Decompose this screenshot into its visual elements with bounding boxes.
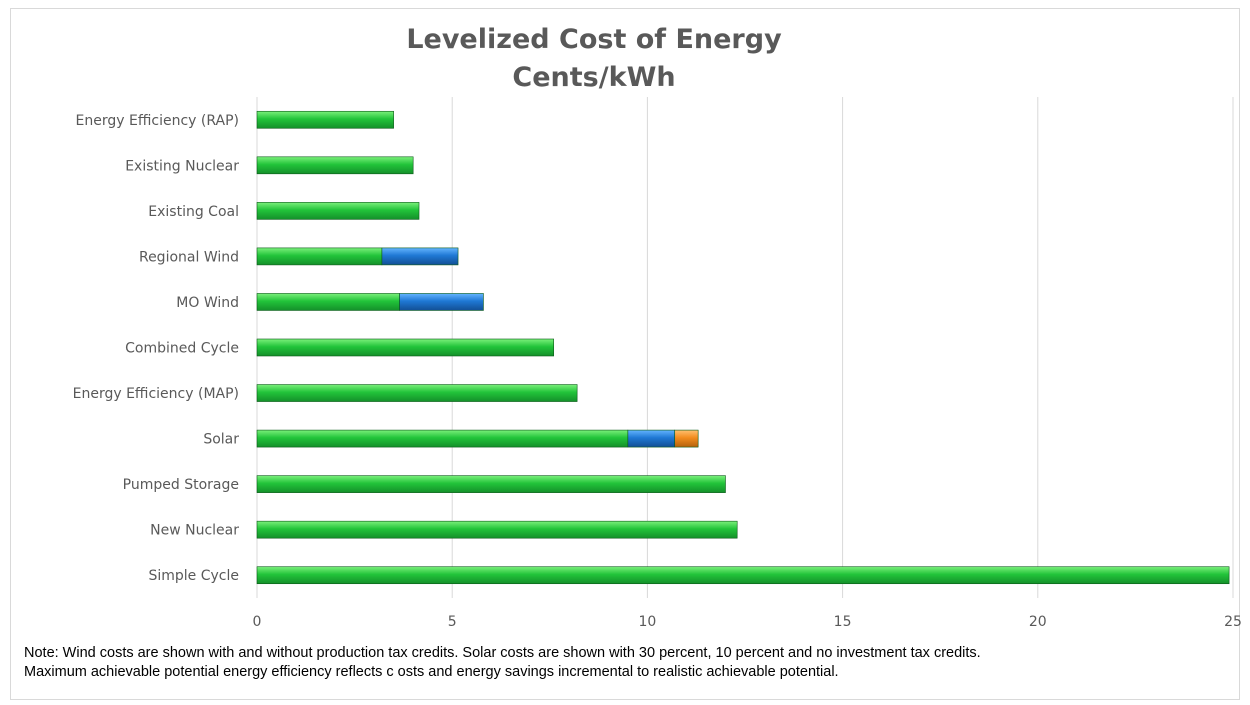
x-tick-label: 5 (448, 614, 457, 630)
footnote-line-2: Maximum achievable potential energy effi… (24, 664, 839, 680)
bars (256, 110, 1230, 585)
x-tick-label: 10 (638, 614, 656, 630)
bar-segment (256, 475, 726, 493)
gridlines (256, 97, 1234, 598)
bar-segment (674, 429, 699, 448)
bar-segment (256, 429, 629, 448)
category-label: Regional Wind (139, 249, 239, 265)
category-label: Energy Efficiency (RAP) (76, 113, 239, 129)
x-tick-label: 25 (1224, 614, 1242, 630)
category-label: MO Wind (176, 295, 239, 311)
bar-segment (399, 293, 484, 311)
category-label: Simple Cycle (148, 568, 239, 584)
chart-title: Levelized Cost of Energy (406, 24, 782, 55)
bar-segment (256, 520, 738, 539)
chart-subtitle: Cents/kWh (512, 62, 675, 93)
bar-segment (256, 338, 555, 357)
x-axis-ticks: 0 5 10 15 20 25 (253, 614, 1242, 630)
footnote-line-1: Note: Wind costs are shown with and with… (24, 645, 981, 661)
chart-frame (10, 8, 1240, 700)
bar-segment (256, 384, 578, 402)
bar-segment (256, 293, 400, 311)
category-label: New Nuclear (150, 523, 239, 539)
category-label: Pumped Storage (123, 477, 239, 493)
chart-canvas: Levelized Cost of Energy Cents/kWh Energ… (73, 24, 1242, 630)
bar-segment (381, 247, 459, 266)
bar-segment (256, 110, 394, 129)
bar-segment (256, 156, 414, 175)
category-label: Existing Coal (148, 204, 239, 220)
category-label: Energy Efficiency (MAP) (73, 386, 239, 402)
category-labels: Energy Efficiency (RAP) Existing Nuclear E… (73, 113, 240, 584)
bar-segment (627, 429, 676, 448)
footnote: Note: Wind costs are shown with and with… (24, 644, 1234, 682)
category-label: Combined Cycle (125, 341, 239, 357)
x-tick-label: 15 (834, 614, 852, 630)
x-tick-label: 0 (253, 614, 262, 630)
bar-segment (256, 202, 420, 220)
bar-segment (256, 247, 383, 266)
category-label: Existing Nuclear (125, 158, 239, 174)
bar-segment (256, 566, 1230, 585)
x-tick-label: 20 (1029, 614, 1047, 630)
category-label: Solar (203, 432, 239, 448)
